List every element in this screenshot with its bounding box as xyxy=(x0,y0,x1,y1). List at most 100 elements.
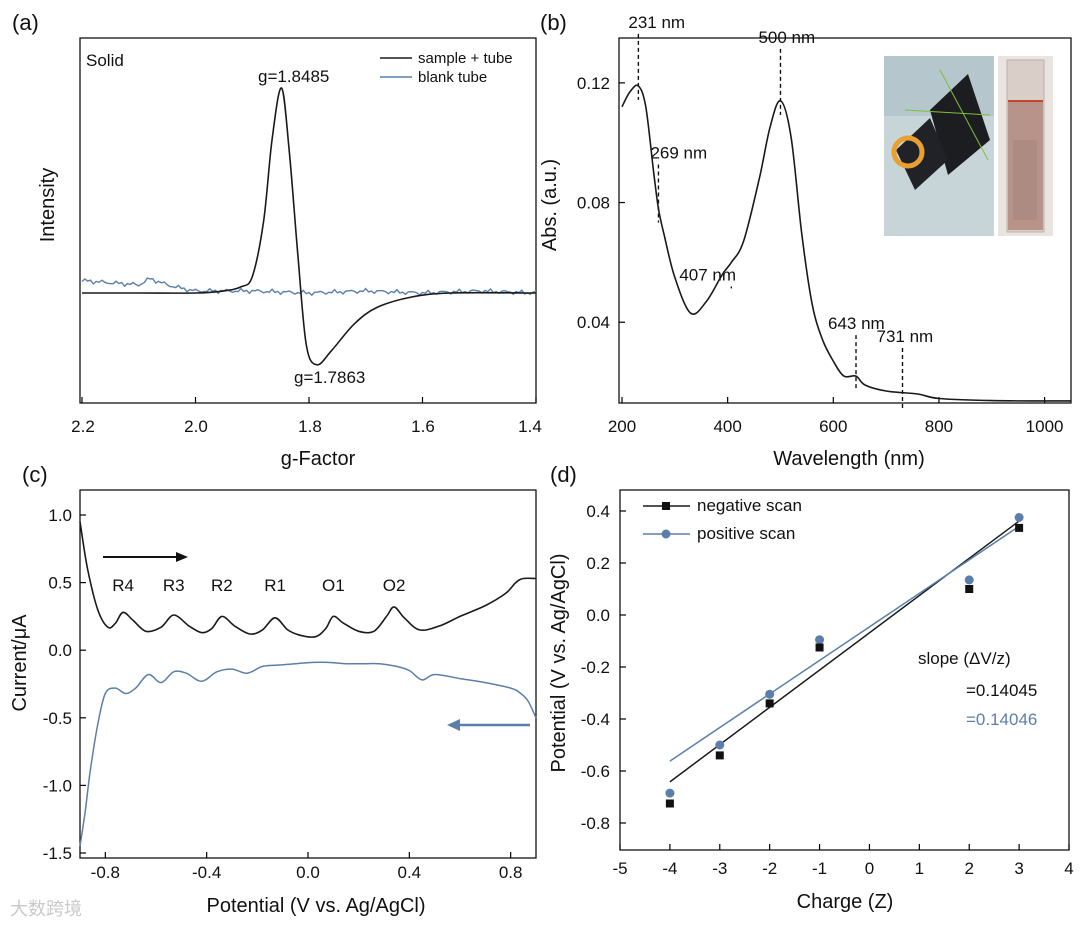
panel-c-ytick-label: -0.5 xyxy=(43,709,72,728)
peak-annotation-label: 731 nm xyxy=(876,327,933,346)
panel-a-xtick: 1.4 xyxy=(518,417,542,436)
point-negative-scan xyxy=(765,699,774,708)
panel-d-xtick-label: -3 xyxy=(712,859,727,878)
panel-c-ticks: -0.8 -0.4 0.0 0.4 0.8 1.0 0.5 0.0 -0.5 -1.0 -1.5 xyxy=(43,506,523,882)
point-positive-scan xyxy=(765,689,775,699)
panel-a-xtick: 2.2 xyxy=(71,417,95,436)
legend-marker-square xyxy=(662,502,670,510)
slope-value-negative: =0.14045 xyxy=(966,681,1037,700)
panel-d-ytick-label: -0.8 xyxy=(581,814,610,833)
watermark: 大数跨境 xyxy=(10,899,82,919)
panel-b: (b) Abs. (a.u.) Wavelength (nm) 200 400 60… xyxy=(539,10,1072,470)
panel-a-trough-annotation: g=1.7863 xyxy=(294,368,365,387)
panel-c-ytick-label: 0.5 xyxy=(48,574,72,593)
panel-c-xlabel: Potential (V vs. Ag/AgCl) xyxy=(207,895,426,917)
panel-d-xtick-label: -5 xyxy=(612,859,627,878)
panel-c: (c) Current/μA Potential (V vs. Ag/AgCl)… xyxy=(9,462,537,917)
panel-d-points xyxy=(665,513,1024,808)
panel-b-xlabel: Wavelength (nm) xyxy=(773,448,925,470)
panel-d-label: (d) xyxy=(550,462,577,487)
panel-d-xtick-label: -4 xyxy=(662,859,677,878)
panel-a-peak-annotation: g=1.8485 xyxy=(258,67,329,86)
legend-label-positive: positive scan xyxy=(697,524,795,543)
scan-arrow-right xyxy=(103,552,188,562)
panel-c-ytick-label: 0.0 xyxy=(48,641,72,660)
point-positive-scan xyxy=(665,788,675,798)
panel-b-label: (b) xyxy=(540,10,567,35)
panel-d-xtick-label: -2 xyxy=(762,859,777,878)
inset-crystal-photo xyxy=(884,56,994,236)
panel-d-ticks: -5 -4 -3 -2 -1 0 1 2 3 4 0.4 0.2 0.0 -0.2 -0.4 -0.6 -0.8 xyxy=(581,502,1074,878)
peak-label: R1 xyxy=(264,576,286,595)
point-negative-scan xyxy=(965,585,974,593)
panel-c-ytick-label: -1.0 xyxy=(43,776,72,795)
slope-label: slope (ΔV/z) xyxy=(918,649,1011,668)
panel-b-ytick-label: 0.04 xyxy=(577,313,610,332)
panel-d: (d) Potential (V vs. Ag/AgCl) Charge (Z)… xyxy=(548,462,1074,913)
panel-a: (a) Intensity g-Factor 2.2 2.0 1.8 1.6 1… xyxy=(12,10,542,470)
panel-b-xtick-label: 1000 xyxy=(1026,417,1064,436)
series-line-blank-tube xyxy=(81,277,537,297)
panel-d-xtick-label: 3 xyxy=(1014,859,1023,878)
panel-c-xtick-label: 0.0 xyxy=(296,863,320,882)
peak-label: O2 xyxy=(383,576,406,595)
panel-c-ytick-label: 1.0 xyxy=(48,506,72,525)
panel-c-xtick-label: 0.4 xyxy=(398,863,422,882)
peak-label: R4 xyxy=(112,576,134,595)
series-line-negative-scan xyxy=(79,521,537,638)
panel-d-ytick-label: 0.2 xyxy=(586,554,610,573)
point-negative-scan xyxy=(1015,523,1024,532)
panel-d-ylabel: Potential (V vs. Ag/AgCl) xyxy=(548,554,570,773)
panel-d-frame xyxy=(619,489,1070,851)
panel-b-ticks: 200 400 600 800 1000 0.04 0.08 0.12 xyxy=(577,74,1064,436)
fit-line-positive xyxy=(669,525,1020,762)
panel-b-xtick-label: 800 xyxy=(925,417,953,436)
panel-d-xtick-label: 2 xyxy=(964,859,973,878)
point-negative-scan xyxy=(715,751,724,760)
point-negative-scan xyxy=(815,643,824,652)
series-line-positive-scan xyxy=(79,661,537,847)
peak-label: R3 xyxy=(163,576,185,595)
panel-c-ylabel: Current/μA xyxy=(9,614,31,712)
peak-label: R2 xyxy=(211,576,233,595)
legend-label-negative: negative scan xyxy=(697,496,802,515)
point-negative-scan xyxy=(665,799,674,808)
legend-label-sample: sample + tube xyxy=(418,50,513,67)
panel-a-label: (a) xyxy=(12,10,39,35)
panel-d-fit-lines xyxy=(669,520,1020,783)
legend-marker-circle xyxy=(661,529,671,539)
panel-d-xtick-label: 1 xyxy=(915,859,924,878)
panel-d-xtick-label: 4 xyxy=(1064,859,1073,878)
peak-annotation-label: 231 nm xyxy=(628,13,685,32)
panel-a-solid-label: Solid xyxy=(86,51,124,70)
slope-value-positive: =0.14046 xyxy=(966,710,1037,729)
point-positive-scan xyxy=(715,740,725,750)
series-line-sample-tube xyxy=(81,87,537,366)
panel-c-label: (c) xyxy=(22,462,48,487)
panel-b-ytick-label: 0.12 xyxy=(577,74,610,93)
panel-a-xtick: 1.6 xyxy=(411,417,435,436)
panel-b-frame xyxy=(618,37,1072,404)
peak-annotation-label: 407 nm xyxy=(679,265,736,284)
scan-arrow-left xyxy=(447,719,530,731)
panel-d-xlabel: Charge (Z) xyxy=(797,891,894,913)
panel-a-xtick: 1.8 xyxy=(298,417,322,436)
panel-c-xtick-label: 0.8 xyxy=(499,863,523,882)
series-line-absorbance xyxy=(621,84,1072,402)
panel-d-ytick-label: -0.6 xyxy=(581,762,610,781)
peak-label: O1 xyxy=(322,576,345,595)
panel-c-ytick-label: -1.5 xyxy=(43,844,72,863)
panel-d-ytick-label: -0.2 xyxy=(581,658,610,677)
panel-d-xtick-label: -1 xyxy=(812,859,827,878)
panel-d-xtick-label: 0 xyxy=(865,859,874,878)
panel-c-xtick-label: -0.4 xyxy=(192,863,221,882)
point-positive-scan xyxy=(1014,513,1024,522)
panel-a-tick-marks xyxy=(81,397,537,403)
peak-annotation-label: 269 nm xyxy=(650,144,707,163)
inset-cuvette-photo xyxy=(998,56,1053,236)
peak-annotation-label: 643 nm xyxy=(828,314,885,333)
legend-label-blank: blank tube xyxy=(418,69,487,86)
panel-b-ytick-label: 0.08 xyxy=(577,194,610,213)
panel-a-ylabel: Intensity xyxy=(37,168,59,242)
